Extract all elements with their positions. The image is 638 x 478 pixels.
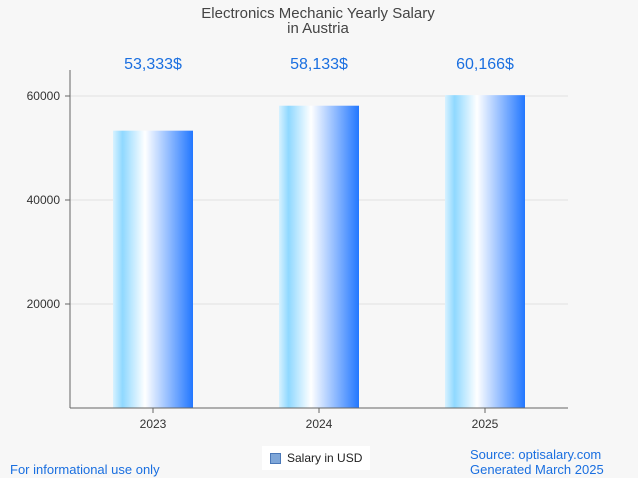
chart-title-line-2: in Austria <box>287 20 349 37</box>
x-tick-label-2025: 2025 <box>472 417 499 431</box>
data-label-2024: 58,133$ <box>290 56 348 73</box>
bar-2025 <box>445 95 525 408</box>
data-label-2025: 60,166$ <box>456 56 514 73</box>
axes: 20000 40000 60000 2023 2024 2025 <box>27 70 568 431</box>
disclaimer-text: For informational use only <box>10 462 160 477</box>
generated-text: Generated March 2025 <box>470 462 604 477</box>
y-tick-label-2: 60000 <box>27 89 61 103</box>
data-label-2023: 53,333$ <box>124 56 182 73</box>
source-text: Source: optisalary.com <box>470 447 602 462</box>
bars <box>113 95 525 408</box>
x-tick-label-2023: 2023 <box>140 417 167 431</box>
bar-2023 <box>113 130 193 408</box>
legend-swatch <box>270 452 281 464</box>
bar-2024 <box>279 105 359 408</box>
data-labels: 53,333$ 58,133$ 60,166$ <box>124 56 514 73</box>
y-tick-label-1: 40000 <box>27 193 61 207</box>
legend: Salary in USD <box>262 446 371 470</box>
chart-title-line-1: Electronics Mechanic Yearly Salary <box>201 5 435 22</box>
source-block: Source: optisalary.com Generated March 2… <box>470 447 604 477</box>
y-tick-label-0: 20000 <box>27 297 61 311</box>
legend-label: Salary in USD <box>287 451 363 465</box>
x-tick-label-2024: 2024 <box>306 417 333 431</box>
